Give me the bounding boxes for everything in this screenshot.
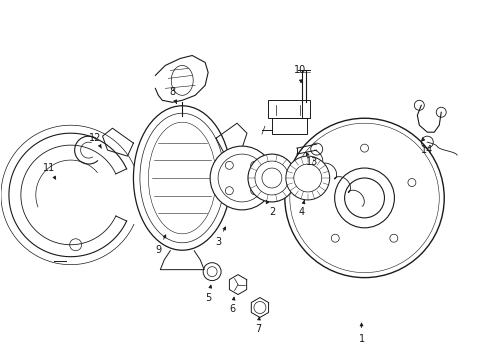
Text: 4: 4 (298, 207, 304, 217)
Circle shape (247, 154, 295, 202)
Text: 3: 3 (215, 237, 221, 247)
Text: 6: 6 (228, 305, 235, 315)
Text: 1: 1 (358, 334, 364, 345)
Text: 7: 7 (254, 324, 261, 334)
Text: 13: 13 (305, 157, 317, 167)
Circle shape (210, 146, 273, 210)
Text: 11: 11 (42, 163, 55, 173)
Text: 8: 8 (169, 87, 175, 97)
Polygon shape (155, 55, 208, 102)
Text: 12: 12 (89, 133, 102, 143)
Circle shape (285, 156, 329, 200)
Text: 14: 14 (420, 145, 432, 155)
Text: 10: 10 (293, 66, 305, 76)
Text: 9: 9 (155, 245, 161, 255)
Text: 2: 2 (268, 207, 274, 217)
Text: 5: 5 (204, 293, 211, 302)
